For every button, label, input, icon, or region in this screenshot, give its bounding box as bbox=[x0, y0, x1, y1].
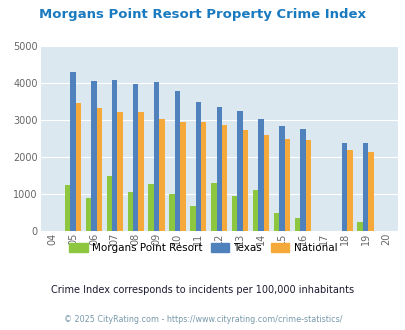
Bar bbox=[112, 80, 117, 231]
Bar bbox=[222, 124, 227, 231]
Bar bbox=[346, 150, 352, 231]
Bar bbox=[190, 206, 195, 231]
Bar bbox=[231, 195, 237, 231]
Bar bbox=[200, 122, 206, 231]
Bar bbox=[85, 198, 91, 231]
Bar bbox=[65, 185, 70, 231]
Bar bbox=[96, 108, 102, 231]
Bar bbox=[211, 182, 216, 231]
Bar bbox=[70, 72, 75, 231]
Bar bbox=[242, 130, 248, 231]
Bar bbox=[299, 129, 305, 231]
Bar bbox=[362, 143, 367, 231]
Text: Crime Index corresponds to incidents per 100,000 inhabitants: Crime Index corresponds to incidents per… bbox=[51, 285, 354, 295]
Bar bbox=[195, 102, 200, 231]
Bar bbox=[75, 104, 81, 231]
Bar bbox=[367, 152, 373, 231]
Legend: Morgans Point Resort, Texas, National: Morgans Point Resort, Texas, National bbox=[64, 239, 341, 257]
Text: Morgans Point Resort Property Crime Index: Morgans Point Resort Property Crime Inde… bbox=[39, 8, 366, 21]
Bar bbox=[252, 190, 258, 231]
Bar bbox=[91, 81, 96, 231]
Bar bbox=[273, 213, 279, 231]
Bar bbox=[341, 143, 346, 231]
Bar bbox=[132, 83, 138, 231]
Bar bbox=[263, 135, 269, 231]
Bar bbox=[148, 184, 153, 231]
Bar bbox=[117, 112, 123, 231]
Bar bbox=[294, 218, 299, 231]
Bar bbox=[127, 192, 132, 231]
Bar bbox=[237, 111, 242, 231]
Bar bbox=[216, 107, 222, 231]
Bar bbox=[169, 194, 174, 231]
Bar bbox=[258, 119, 263, 231]
Bar bbox=[284, 139, 289, 231]
Bar bbox=[153, 82, 159, 231]
Text: © 2025 CityRating.com - https://www.cityrating.com/crime-statistics/: © 2025 CityRating.com - https://www.city… bbox=[64, 315, 341, 324]
Bar bbox=[138, 112, 143, 231]
Bar bbox=[107, 176, 112, 231]
Bar bbox=[180, 122, 185, 231]
Bar bbox=[174, 90, 180, 231]
Bar bbox=[279, 126, 284, 231]
Bar bbox=[305, 141, 310, 231]
Bar bbox=[159, 119, 164, 231]
Bar bbox=[356, 222, 362, 231]
